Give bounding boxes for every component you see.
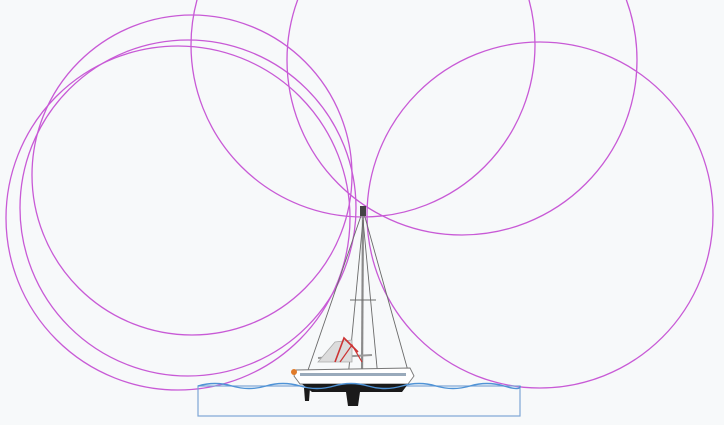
bimini-frame-rear [339,343,363,363]
sailboat-rigging [305,206,411,379]
keel [346,392,360,406]
sphere-circle-top-left [190,0,536,218]
sphere-circle-right [366,41,714,389]
backstay [362,209,411,379]
sphere-circle-left-lower [5,45,351,391]
sphere-circle-top-right [286,0,638,236]
rudder [304,388,310,401]
water-line [197,382,521,390]
shroud-starboard [362,219,379,379]
hull-stripe [300,373,406,376]
hull-bottom [302,384,408,392]
sphere-circles [5,0,714,391]
sphere-circle-left-large [19,39,357,377]
sphere-circle-left-upper [31,14,353,336]
sailboat-deckhouse [317,336,373,363]
sail-cover [317,339,353,363]
masthead [360,206,366,216]
mast [360,209,365,379]
sailboat-hull [291,367,415,406]
forestay [305,209,364,377]
fender [291,369,297,375]
